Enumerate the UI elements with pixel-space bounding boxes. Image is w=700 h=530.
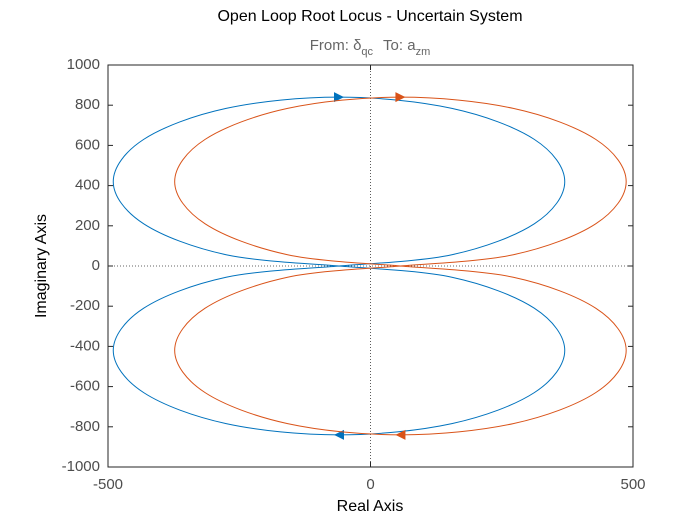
y-tick-label: -200 — [70, 297, 100, 314]
y-axis-label: Imaginary Axis — [33, 214, 50, 318]
chart-subtitle: From: δqc To: azm — [310, 37, 431, 58]
y-tick-label: -600 — [70, 378, 100, 395]
y-tick-label: 1000 — [67, 56, 100, 73]
direction-arrow — [334, 92, 344, 103]
y-tick-label: 0 — [92, 257, 100, 274]
y-tick-label: -1000 — [62, 458, 100, 475]
direction-arrow — [395, 429, 406, 440]
plot-frame — [107, 64, 634, 468]
y-tick-label: -400 — [70, 337, 100, 354]
subtitle-part: To: a — [383, 37, 416, 54]
subtitle-part: From: δ — [310, 37, 362, 54]
x-tick-label: 500 — [620, 476, 645, 493]
y-tick-label: 200 — [75, 217, 100, 234]
y-tick-label: 600 — [75, 136, 100, 153]
direction-arrow — [395, 92, 406, 103]
subtitle-subscript: zm — [416, 46, 431, 58]
y-tick-label: 400 — [75, 177, 100, 194]
y-tick-label: -800 — [70, 418, 100, 435]
y-tick-label: 800 — [75, 96, 100, 113]
x-tick-label: -500 — [93, 476, 123, 493]
chart-title: Open Loop Root Locus - Uncertain System — [217, 8, 522, 25]
x-axis-label: Real Axis — [337, 498, 404, 515]
x-tick-label: 0 — [366, 476, 374, 493]
subtitle-subscript: qc — [361, 46, 373, 58]
